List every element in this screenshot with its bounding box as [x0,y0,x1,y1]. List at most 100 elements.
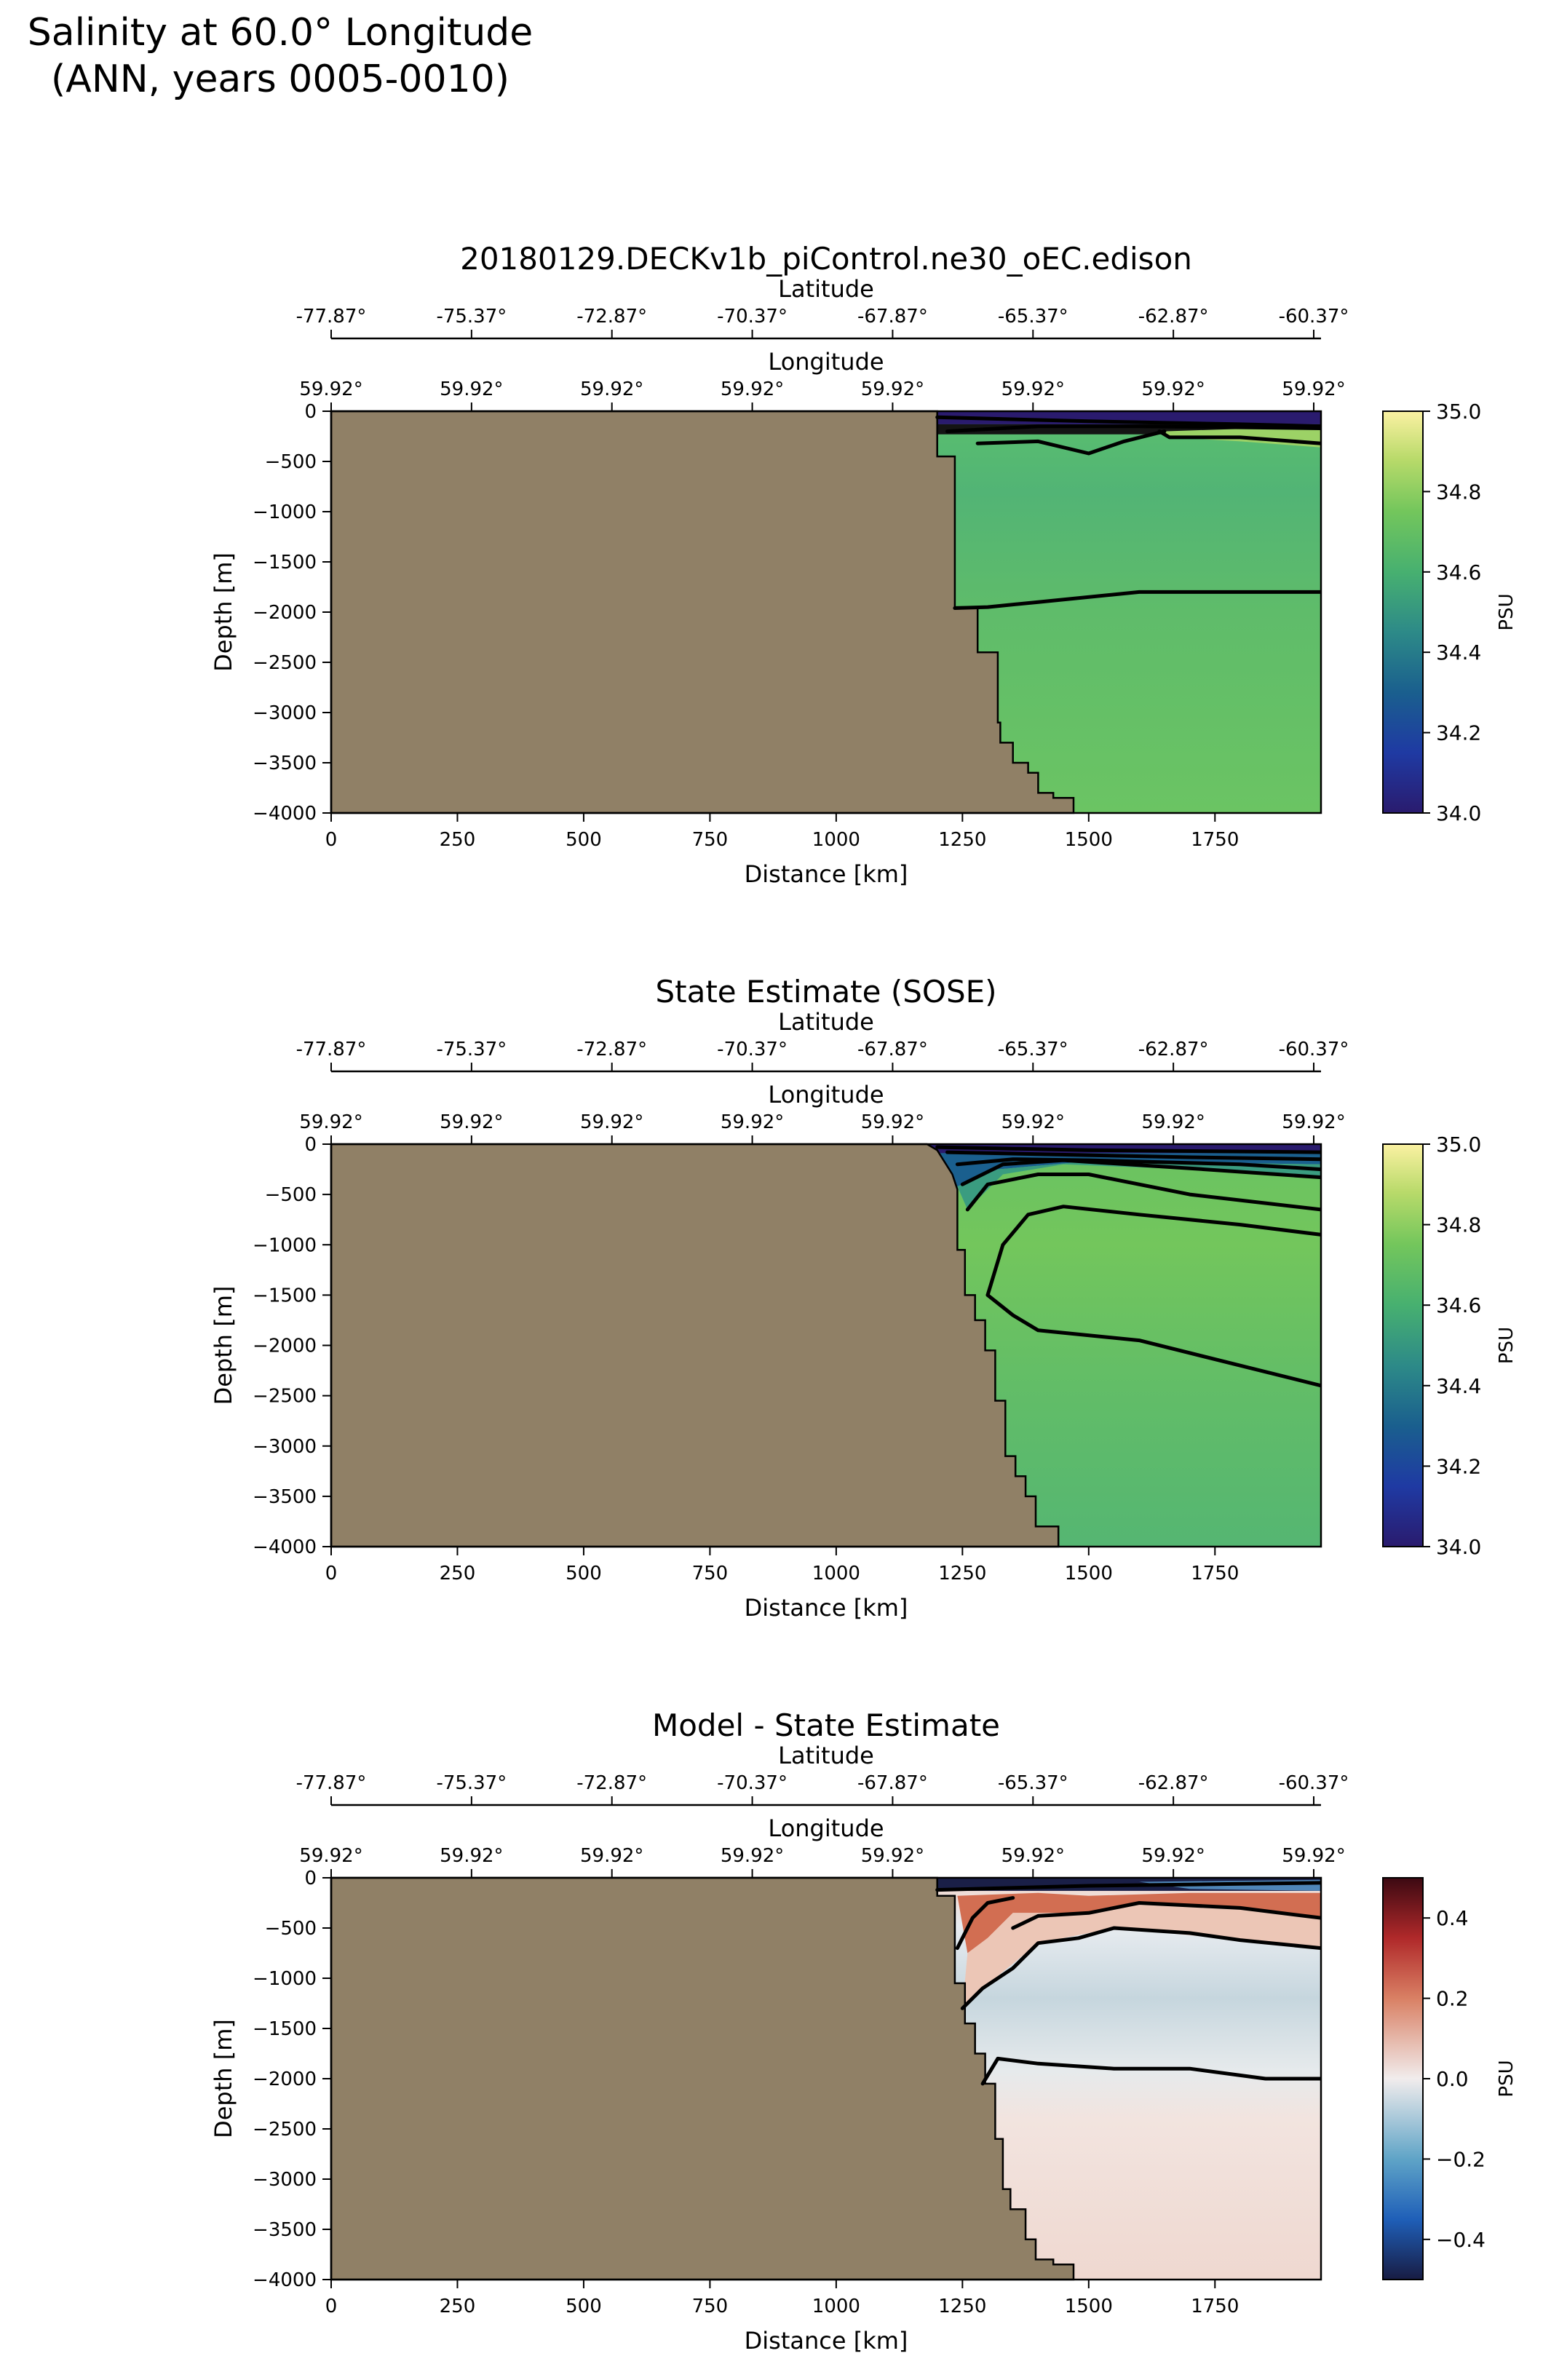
lat-tick-label: -75.37° [436,306,507,328]
y-tick-label: −3000 [253,1436,317,1458]
lon-tick-label: 59.92° [1141,1845,1205,1867]
colorbar-label: PSU [1496,2060,1518,2097]
colorbar-tick-label: −0.4 [1436,2228,1486,2252]
y-tick-label: −1500 [253,552,317,574]
lat-tick-label: -60.37° [1279,306,1349,328]
lon-axis-label: Longitude [768,348,884,376]
x-tick-label: 0 [325,2296,338,2317]
contour-line-6 [985,1205,1321,1297]
contour-line-1 [935,1145,1321,1154]
lat-axis-label: Latitude [778,1742,874,1769]
x-tick-label: 1250 [938,2296,986,2317]
lon-tick-label: 59.92° [440,1845,503,1867]
lat-tick-label: -60.37° [1279,1039,1349,1060]
panel-2: 0 250 500 750 1000 1250 1500 1750 Distance [km] 0… [210,974,1518,1622]
lat-tick-label: -65.37° [998,1039,1068,1060]
lon-tick-label: 59.92° [580,378,643,400]
lat-tick-label: -62.87° [1138,1039,1209,1060]
y-tick-label: 0 [304,1868,317,1889]
lon-tick-label: 59.92° [1141,378,1205,400]
land-mask [330,1143,1060,1548]
colorbar [1382,410,1424,814]
colorbar-tick-label: 34.8 [1436,480,1481,504]
x-tick-label: 250 [440,1563,476,1584]
lon-tick-label: 59.92° [861,378,924,400]
lon-tick-label: 59.92° [721,378,784,400]
figure-title-line1: Salinity at 60.0° Longitude [28,11,533,55]
contour-line-2 [945,1150,1321,1162]
lon-tick-label: 59.92° [1282,378,1345,400]
lat-tick-label: -72.87° [576,1039,647,1060]
y-tick-label: −4000 [253,2269,317,2291]
contour-line-2 [955,1896,1015,1951]
lon-tick-label: 59.92° [299,378,362,400]
x-tick-label: 1250 [938,829,986,851]
lat-tick-label: -67.87° [857,306,928,328]
contour-lines [935,1145,1321,1388]
colorbar-tick-label: 34.0 [1436,801,1481,825]
lat-tick-label: -67.87° [857,1772,928,1794]
lat-tick-label: -72.87° [576,306,647,328]
y-tick-label: −4000 [253,803,317,825]
x-tick-label: 1000 [812,829,860,851]
x-tick-label: 500 [566,1563,602,1584]
colorbar-label: PSU [1496,1327,1518,1364]
lon-tick-label: 59.92° [440,1111,503,1133]
lon-tick-label: 59.92° [1282,1845,1345,1867]
x-tick-label: 1500 [1065,1563,1113,1584]
y-axis-label: Depth [m] [210,552,237,672]
contour-line-5 [965,1173,1321,1212]
lon-tick-label: 59.92° [861,1845,924,1867]
y-tick-label: −500 [265,1918,317,1940]
lon-tick-label: 59.92° [1001,1111,1065,1133]
x-axis-label: Distance [km] [745,2327,908,2355]
lon-tick-label: 59.92° [580,1111,643,1133]
x-tick-label: 500 [566,829,602,851]
lon-tick-label: 59.92° [440,378,503,400]
y-tick-label: −3000 [253,702,317,724]
y-tick-label: −2500 [253,652,317,674]
x-tick-label: 0 [325,829,338,851]
contour-line-4 [960,1926,1321,2010]
y-tick-label: −1000 [253,1968,317,1990]
lon-tick-label: 59.92° [1001,1845,1065,1867]
colorbar-tick-label: 0.2 [1436,1987,1469,2011]
x-tick-label: 1000 [812,1563,860,1584]
x-tick-label: 750 [692,2296,729,2317]
colorbar-tick-label: 35.0 [1436,400,1481,424]
y-tick-label: −3500 [253,753,317,774]
y-tick-label: −1500 [253,1285,317,1306]
lat-tick-label: -65.37° [998,306,1068,328]
colorbar-tick-label: 34.6 [1436,1293,1481,1317]
contour-line-1 [935,1881,1321,1892]
land-mask [330,410,1075,814]
lat-tick-label: -62.87° [1138,306,1209,328]
lon-axis-label: Longitude [768,1081,884,1108]
lon-tick-label: 59.92° [721,1845,784,1867]
x-axis-label: Distance [km] [745,1594,908,1622]
x-tick-label: 0 [325,1563,338,1584]
lon-axis-label: Longitude [768,1814,884,1842]
lon-tick-label: 59.92° [580,1845,643,1867]
lon-tick-label: 59.92° [1282,1111,1345,1133]
contour-line-5 [953,590,1321,610]
colorbar-tick-label: 34.4 [1436,640,1481,665]
lon-tick-label: 59.92° [1141,1111,1205,1133]
lat-tick-label: -67.87° [857,1039,928,1060]
x-tick-label: 1000 [812,2296,860,2317]
x-tick-label: 750 [692,829,729,851]
lat-axis-label: Latitude [778,275,874,303]
x-tick-label: 250 [440,2296,476,2317]
x-axis-label: Distance [km] [745,860,908,888]
colorbar-label: PSU [1496,593,1518,630]
panel-title: State Estimate (SOSE) [655,974,996,1009]
lat-tick-label: -77.87° [296,1039,367,1060]
colorbar-tick-label: 0.4 [1436,1906,1469,1930]
figure-title-line2: (ANN, years 0005-0010) [51,57,509,101]
panel-1: 0 250 500 750 1000 1250 1500 1750 Distance [km] 0… [210,241,1518,888]
colorbar-tick-label: 34.4 [1436,1374,1481,1398]
panel-3: 0 250 500 750 1000 1250 1500 1750 Distance [km] 0… [210,1707,1518,2355]
lat-axis-label: Latitude [778,1008,874,1036]
colorbar-tick-label: 34.2 [1436,721,1481,745]
